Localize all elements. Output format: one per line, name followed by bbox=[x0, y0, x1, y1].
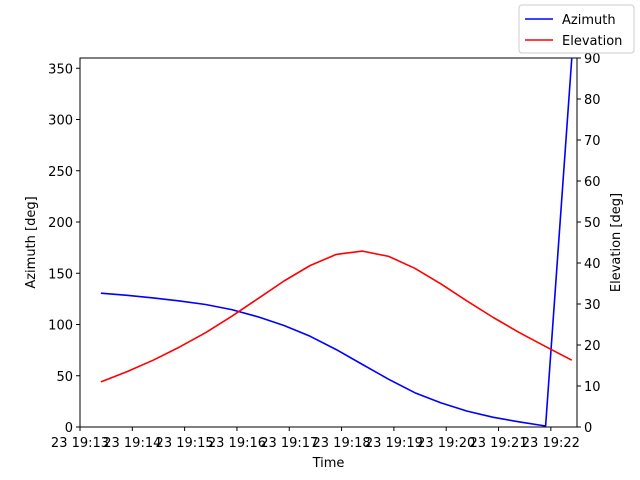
x-tick-label: 23 19:21 bbox=[469, 436, 527, 451]
y-right-tick-label: 40 bbox=[584, 257, 601, 272]
y-left-tick-label: 0 bbox=[65, 421, 73, 436]
legend-box bbox=[518, 4, 635, 54]
plot-frame bbox=[79, 57, 578, 428]
y-left-tick-label: 150 bbox=[48, 267, 73, 282]
y-right-axis-label: Elevation [deg] bbox=[609, 193, 624, 292]
x-axis-label: Time bbox=[312, 456, 345, 471]
legend-label-azimuth: Azimuth bbox=[562, 13, 616, 28]
y-left-tick-label: 50 bbox=[56, 370, 73, 385]
x-tick-label: 23 19:14 bbox=[103, 436, 161, 451]
y-right-tick-label: 30 bbox=[584, 298, 601, 313]
x-tick-label: 23 19:18 bbox=[313, 436, 371, 451]
series-line-elevation bbox=[100, 250, 573, 383]
x-tick-label: 23 19:15 bbox=[156, 436, 214, 451]
y-right-tick-label: 70 bbox=[584, 134, 601, 149]
y-right-tick-label: 50 bbox=[584, 216, 601, 231]
y-right-tick-label: 0 bbox=[584, 421, 592, 436]
y-left-tick-label: 200 bbox=[48, 216, 73, 231]
y-right-tick-label: 60 bbox=[584, 175, 601, 190]
x-tick-label: 23 19:13 bbox=[51, 436, 109, 451]
y-right-tick-label: 10 bbox=[584, 380, 601, 395]
y-right-tick-label: 90 bbox=[584, 52, 601, 67]
series-line-azimuth bbox=[100, 57, 573, 427]
y-left-tick-label: 250 bbox=[48, 165, 73, 180]
x-tick-label: 23 19:22 bbox=[522, 436, 580, 451]
x-tick-label: 23 19:19 bbox=[365, 436, 423, 451]
legend-label-elevation: Elevation bbox=[562, 34, 622, 49]
y-left-tick-label: 300 bbox=[48, 114, 73, 129]
x-tick-label: 23 19:16 bbox=[208, 436, 266, 451]
y-left-tick-label: 100 bbox=[48, 319, 73, 334]
x-tick-label: 23 19:20 bbox=[417, 436, 475, 451]
y-right-tick-label: 80 bbox=[584, 93, 601, 108]
y-left-tick-label: 350 bbox=[48, 62, 73, 77]
x-tick-label: 23 19:17 bbox=[260, 436, 318, 451]
y-left-axis-label: Azimuth [deg] bbox=[24, 196, 39, 288]
y-right-tick-label: 20 bbox=[584, 339, 601, 354]
